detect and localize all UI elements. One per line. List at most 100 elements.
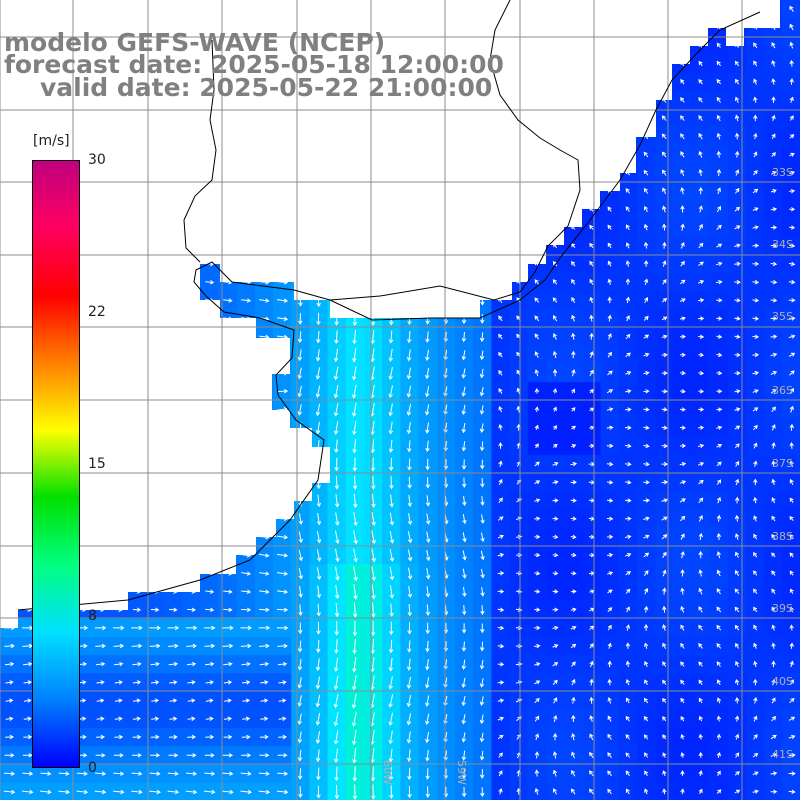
wind-arrow xyxy=(753,624,758,631)
wind-arrow xyxy=(241,334,252,340)
wind-arrow xyxy=(607,206,612,212)
wind-arrow xyxy=(169,698,178,703)
wind-arrow xyxy=(462,495,467,507)
wind-arrow xyxy=(698,661,703,667)
wind-arrow xyxy=(752,334,760,339)
wind-arrow xyxy=(552,97,559,103)
wind-arrow xyxy=(425,659,430,671)
wind-arrow xyxy=(186,643,197,649)
wind-arrow xyxy=(698,679,703,685)
wind-arrow xyxy=(425,768,430,780)
wind-arrow xyxy=(406,403,412,416)
wind-arrow xyxy=(205,370,215,376)
wind-arrow xyxy=(223,261,233,267)
wind-arrow xyxy=(680,642,685,649)
wind-arrow xyxy=(205,243,215,248)
wind-arrow xyxy=(534,388,540,394)
wind-arrow xyxy=(661,480,669,485)
wind-arrow xyxy=(298,476,303,489)
wind-arrow xyxy=(150,607,160,612)
wind-arrow xyxy=(698,132,703,140)
wind-arrow xyxy=(150,389,160,394)
wind-arrow xyxy=(662,770,667,777)
wind-arrow xyxy=(680,223,685,231)
wind-arrow xyxy=(716,551,721,559)
wind-arrow xyxy=(407,603,412,617)
wind-arrow xyxy=(353,220,358,235)
wind-arrow xyxy=(114,334,123,340)
wind-arrow xyxy=(352,348,357,363)
wind-arrow xyxy=(425,477,431,489)
wind-arrow xyxy=(661,498,669,503)
wind-arrow xyxy=(588,788,594,795)
latitude-label: 36S xyxy=(772,384,793,397)
wind-arrow xyxy=(150,298,160,303)
wind-arrow xyxy=(4,771,16,776)
wind-arrow xyxy=(589,332,594,340)
wind-arrow xyxy=(497,79,505,85)
wind-arrow xyxy=(389,585,394,599)
wind-arrow xyxy=(334,766,339,782)
wind-arrow xyxy=(96,480,105,485)
wind-arrow xyxy=(588,61,595,67)
wind-arrow xyxy=(534,406,540,412)
wind-arrow xyxy=(389,494,394,508)
wind-arrow xyxy=(186,771,198,776)
wind-arrow xyxy=(96,370,105,376)
wind-arrow xyxy=(789,642,794,649)
wind-arrow xyxy=(223,407,233,412)
wind-arrow xyxy=(277,661,288,667)
wind-arrow xyxy=(169,534,178,540)
wind-arrow xyxy=(150,116,160,121)
wind-arrow xyxy=(607,133,612,140)
wind-arrow xyxy=(407,130,412,144)
wind-arrow xyxy=(371,202,376,217)
wind-arrow xyxy=(680,679,685,685)
wind-arrow xyxy=(223,334,233,340)
wind-arrow xyxy=(406,695,412,708)
wind-arrow xyxy=(552,644,559,649)
wind-arrow xyxy=(661,516,668,521)
wind-arrow xyxy=(753,132,758,140)
wind-arrow xyxy=(607,78,612,85)
wind-arrow xyxy=(352,148,358,163)
wind-arrow xyxy=(753,715,758,722)
wind-arrow xyxy=(607,260,612,267)
wind-arrow xyxy=(789,679,794,686)
wind-arrow xyxy=(187,571,196,576)
wind-arrow xyxy=(169,716,178,721)
wind-arrow xyxy=(205,352,215,358)
wind-arrow xyxy=(551,25,560,30)
wind-arrow xyxy=(771,42,776,49)
wind-arrow xyxy=(277,553,289,558)
wind-arrow xyxy=(426,240,431,252)
wind-arrow xyxy=(552,315,558,322)
wind-arrow xyxy=(406,749,412,762)
wind-arrow xyxy=(259,407,270,412)
wind-arrow xyxy=(752,771,759,776)
latitude-label: 40S xyxy=(772,675,793,688)
wind-arrow xyxy=(789,534,794,540)
wind-arrow xyxy=(334,748,339,763)
wind-arrow xyxy=(534,534,541,540)
wind-arrow xyxy=(241,498,252,503)
wind-arrow xyxy=(461,423,466,434)
latitude-label: 35S xyxy=(772,310,793,323)
wind-arrow xyxy=(187,516,196,522)
wind-arrow xyxy=(680,97,685,103)
wind-arrow xyxy=(606,389,614,394)
wind-arrow xyxy=(771,170,777,175)
wind-arrow xyxy=(770,316,778,321)
wind-arrow xyxy=(479,732,485,743)
wind-arrow xyxy=(298,622,303,635)
wind-arrow xyxy=(425,185,431,198)
wind-arrow xyxy=(498,497,503,504)
wind-arrow xyxy=(352,766,357,782)
wind-arrow xyxy=(752,389,759,394)
wind-arrow xyxy=(734,496,740,504)
wind-arrow xyxy=(679,298,686,303)
wind-arrow xyxy=(276,6,289,12)
wind-arrow xyxy=(625,715,630,722)
wind-arrow xyxy=(770,771,778,776)
wind-arrow xyxy=(259,571,270,576)
